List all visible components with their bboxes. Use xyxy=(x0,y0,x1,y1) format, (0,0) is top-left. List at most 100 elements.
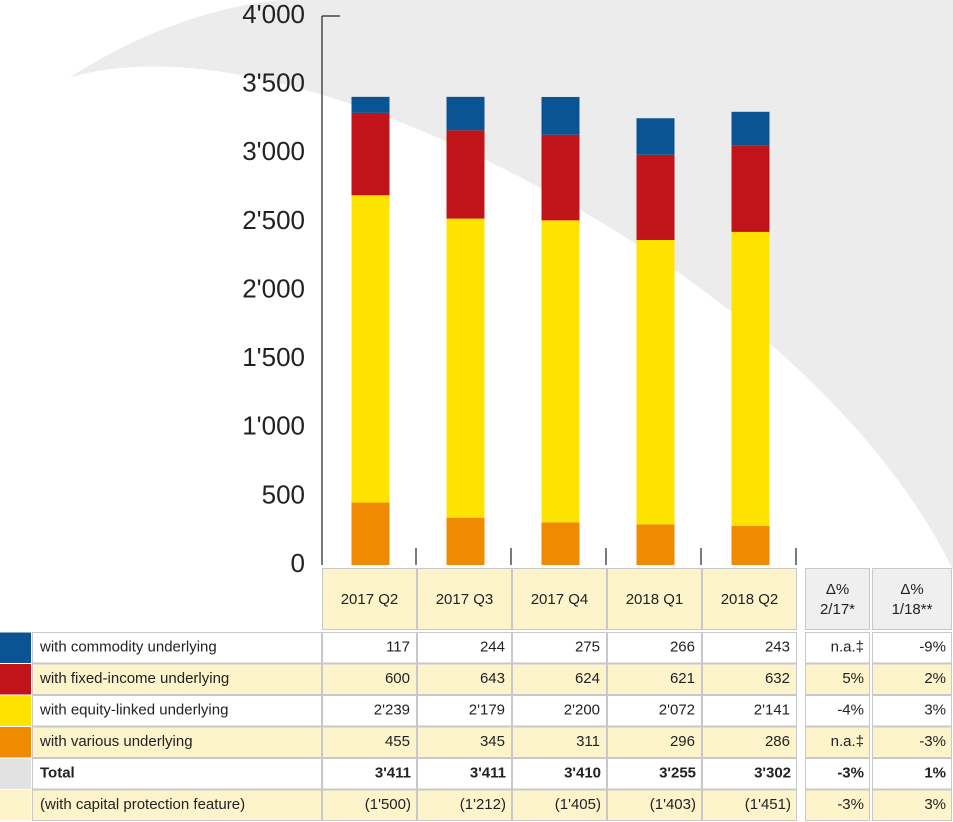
table-cell xyxy=(702,758,797,790)
bar-segment xyxy=(351,502,390,565)
y-tick-label: 2'500 xyxy=(242,205,305,235)
table-cell xyxy=(872,695,952,727)
change-value: -3% xyxy=(919,733,946,750)
row-label: with various underlying xyxy=(39,733,193,750)
table-cell xyxy=(702,726,797,758)
background-shape xyxy=(0,0,953,570)
bar-segment xyxy=(351,195,390,503)
background-shape xyxy=(0,0,280,130)
value-label: 2'141 xyxy=(754,702,790,719)
table-cell xyxy=(872,663,952,695)
change-value: 5% xyxy=(842,670,864,687)
table-value: 1% xyxy=(924,765,946,782)
table-cell xyxy=(417,663,512,695)
change-value: -4% xyxy=(837,702,864,719)
column-header: 2018 Q1 xyxy=(626,591,684,608)
table-cell xyxy=(702,632,797,664)
table-cell xyxy=(702,789,797,821)
table-cell xyxy=(872,632,952,664)
table-value: 3'410 xyxy=(564,765,601,782)
table-cell xyxy=(702,568,797,630)
column-header: 2018 Q2 xyxy=(721,591,779,608)
table-cell xyxy=(322,789,417,821)
row-label: (with capital protection feature) xyxy=(40,796,245,813)
table-cell xyxy=(805,789,870,821)
table-cell xyxy=(417,695,512,727)
value-label: 2'072 xyxy=(659,702,695,719)
table-cell xyxy=(417,758,512,790)
table-cell xyxy=(322,726,417,758)
y-tick-label: 3'000 xyxy=(242,136,305,166)
table-cell xyxy=(607,632,702,664)
table-value: (1'405) xyxy=(555,796,601,813)
bar-segment xyxy=(541,134,580,221)
bar-segment xyxy=(446,96,485,131)
bar-segment xyxy=(731,525,770,565)
table-cell xyxy=(322,695,417,727)
table-cell xyxy=(322,568,417,630)
table-cell xyxy=(512,695,607,727)
table-cell xyxy=(805,632,870,664)
value-label: 117 xyxy=(386,639,410,656)
table-cell xyxy=(872,726,952,758)
table-cell xyxy=(32,758,322,790)
value-label: 455 xyxy=(385,733,410,750)
table-cell xyxy=(805,758,870,790)
value-label: 266 xyxy=(670,639,695,656)
table-value: (1'500) xyxy=(365,796,411,813)
table-value: 3% xyxy=(924,796,946,813)
table-cell xyxy=(322,632,417,664)
value-label: 632 xyxy=(765,670,790,687)
bar-segment xyxy=(351,96,390,113)
bar-segment xyxy=(541,96,580,135)
legend-swatch xyxy=(0,727,31,758)
table-value: 3'411 xyxy=(470,765,506,782)
bar-segment xyxy=(636,239,675,525)
table-value: -3% xyxy=(837,765,864,782)
column-header: Δ% xyxy=(826,581,849,598)
table-cell xyxy=(805,695,870,727)
change-value: n.a.‡ xyxy=(831,733,864,750)
bar-segment xyxy=(541,220,580,523)
table-cell xyxy=(872,758,952,790)
value-label: 275 xyxy=(575,639,600,656)
column-header: 2017 Q3 xyxy=(436,591,494,608)
value-label: 244 xyxy=(480,639,505,656)
value-label: 600 xyxy=(385,670,410,687)
value-label: 286 xyxy=(765,733,790,750)
column-header: 1/18** xyxy=(892,601,933,618)
table-cell xyxy=(607,663,702,695)
table-cell xyxy=(512,726,607,758)
bar-segment xyxy=(446,517,485,565)
table-cell xyxy=(607,726,702,758)
y-tick-label: 4'000 xyxy=(242,0,305,29)
table-value: 3'411 xyxy=(375,765,411,782)
bar-segment xyxy=(541,522,580,565)
bar-segment xyxy=(636,154,675,240)
bar-segment xyxy=(731,111,770,146)
table-cell xyxy=(512,632,607,664)
value-label: 311 xyxy=(576,733,600,750)
table-value: 3'255 xyxy=(659,765,696,782)
change-value: 3% xyxy=(924,702,946,719)
row-label: with commodity underlying xyxy=(39,639,217,656)
table-cell xyxy=(805,663,870,695)
table-cell xyxy=(512,663,607,695)
value-label: 243 xyxy=(765,639,790,656)
table-cell xyxy=(32,632,322,664)
column-header: 2/17* xyxy=(820,601,855,618)
table-cell xyxy=(417,789,512,821)
bar-segment xyxy=(731,145,770,232)
value-label: 2'179 xyxy=(469,702,505,719)
legend-swatch xyxy=(0,664,31,695)
table-value: (1'451) xyxy=(745,796,791,813)
value-label: 345 xyxy=(480,733,505,750)
column-header: Δ% xyxy=(900,581,923,598)
y-tick-label: 500 xyxy=(262,479,305,509)
y-tick-label: 2'000 xyxy=(242,273,305,303)
y-tick-label: 1'500 xyxy=(242,342,305,372)
row-swatch xyxy=(0,790,31,821)
table-cell xyxy=(322,663,417,695)
table-cell xyxy=(32,789,322,821)
